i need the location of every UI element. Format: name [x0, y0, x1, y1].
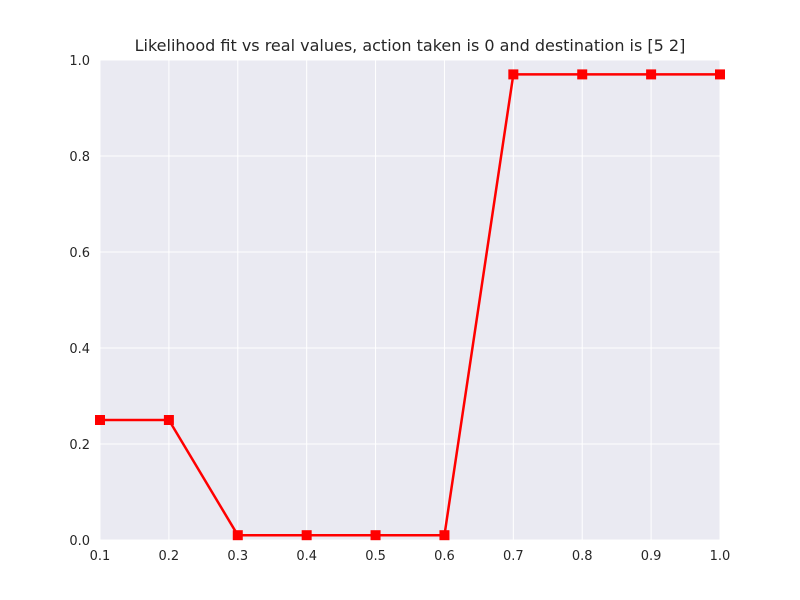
data-point-marker [715, 69, 725, 80]
series-line [100, 73, 720, 537]
data-point-marker [508, 69, 519, 80]
data-point-marker [370, 530, 381, 541]
x-tick-label: 1.0 [710, 549, 731, 564]
y-tick-label: 0.8 [69, 150, 90, 165]
x-axis-ticks: 0.1 0.2 0.3 0.4 0.5 0.6 0.7 0.8 0.9 1.0 [90, 549, 731, 564]
data-point-marker [439, 530, 450, 541]
x-tick-label: 0.2 [159, 549, 180, 564]
y-tick-label: 0.6 [69, 246, 90, 261]
y-tick-label: 0.2 [69, 438, 90, 453]
grid-lines [99, 59, 721, 541]
y-axis-ticks: 0.0 0.2 0.4 0.6 0.8 1.0 [69, 54, 90, 549]
y-tick-label: 0.0 [69, 534, 90, 549]
x-tick-label: 0.8 [572, 549, 593, 564]
data-point-marker [232, 530, 243, 541]
data-point-marker [95, 415, 105, 425]
data-point-marker [646, 69, 657, 80]
series-group [95, 69, 725, 541]
chart-title: Likelihood fit vs real values, action ta… [134, 36, 686, 55]
x-tick-label: 0.1 [90, 549, 111, 564]
data-point-marker [301, 530, 312, 541]
x-tick-label: 0.7 [503, 549, 524, 564]
x-tick-label: 0.9 [641, 549, 662, 564]
x-tick-label: 0.4 [296, 549, 317, 564]
data-point-marker [163, 415, 174, 425]
y-tick-label: 1.0 [69, 54, 90, 69]
x-tick-label: 0.6 [434, 549, 455, 564]
x-tick-label: 0.3 [227, 549, 248, 564]
y-tick-label: 0.4 [69, 342, 90, 357]
plot-background [100, 60, 720, 540]
x-tick-label: 0.5 [365, 549, 386, 564]
data-point-marker [577, 69, 588, 80]
